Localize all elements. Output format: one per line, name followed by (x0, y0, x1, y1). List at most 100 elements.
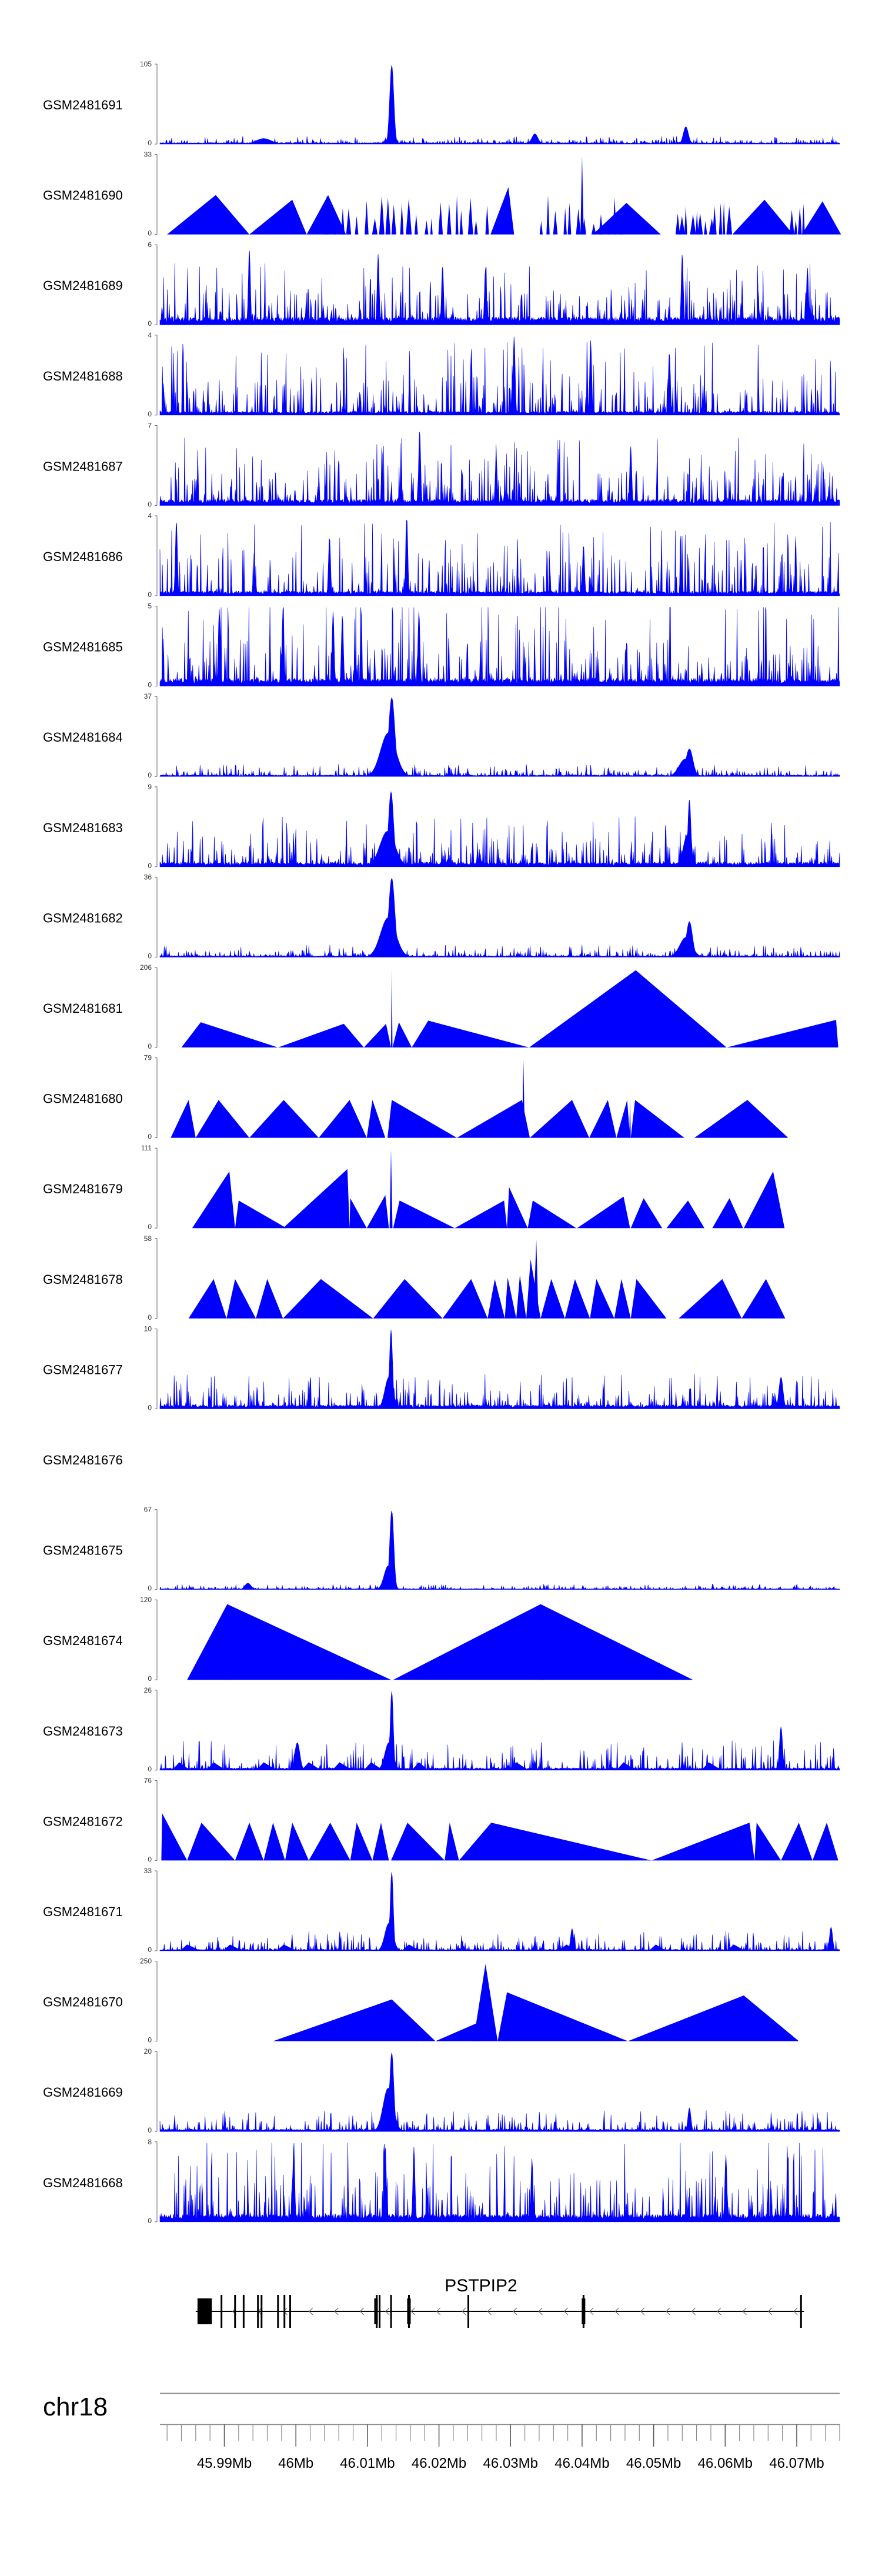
coverage-triangle (455, 1200, 507, 1229)
track-label: GSM2481674 (43, 1633, 123, 1648)
gene-model-track: PSTPIP2 (195, 2276, 804, 2328)
gene-exon (260, 2295, 263, 2328)
strand-arrow (462, 2307, 466, 2315)
track-label: GSM2481691 (43, 98, 123, 112)
track-GSM2481673: GSM2481673 26 0 (43, 1686, 840, 1773)
gene-exon (289, 2295, 291, 2328)
gene-name-label: PSTPIP2 (445, 2276, 517, 2295)
track-GSM2481691: GSM2481691 105 0 (43, 60, 840, 147)
coverage-spike (567, 202, 572, 235)
coverage-triangle (616, 1100, 630, 1138)
coverage-triangle (181, 1022, 278, 1047)
coverage-spike (722, 202, 726, 235)
y-axis-min-label: 0 (148, 952, 152, 960)
coverage-spike (704, 221, 707, 235)
coverage-triangle (652, 1823, 755, 1861)
coverage-spike (485, 205, 489, 235)
y-axis-min-label: 0 (148, 139, 152, 147)
coverage-triangle (372, 1823, 389, 1861)
gene-exon (467, 2295, 469, 2328)
coverage-triangle (442, 1279, 488, 1319)
coverage-spike (372, 218, 378, 235)
coverage-spike (406, 198, 412, 235)
track-label: GSM2481668 (43, 2175, 123, 2190)
y-axis-min-label: 0 (148, 1313, 152, 1322)
gene-exon (277, 2295, 279, 2328)
coverage-triangle (781, 1823, 813, 1861)
coverage-spike (365, 201, 369, 235)
strand-arrow (640, 2307, 645, 2315)
coverage-area (159, 607, 840, 686)
coverage-spike (802, 203, 805, 235)
coverage-spike (684, 205, 687, 235)
track-GSM2481671: GSM2481671 33 0 (43, 1867, 840, 1954)
y-axis-max-label: 206 (140, 963, 152, 972)
y-axis-max-label: 250 (140, 1957, 152, 1966)
coverage-triangle (577, 1196, 630, 1229)
coverage-triangle (629, 1098, 631, 1138)
y-axis: 33 0 (144, 1867, 158, 1954)
coverage-spike (599, 214, 603, 235)
track-label: GSM2481682 (43, 910, 123, 925)
coverage-spike (438, 202, 443, 235)
coverage-triangle (228, 1601, 230, 1680)
y-axis: 33 0 (144, 151, 158, 238)
coverage-triangle (349, 1198, 367, 1229)
coverage-triangle (679, 1279, 742, 1319)
strand-arrow (666, 2307, 670, 2315)
y-axis-max-label: 79 (144, 1054, 152, 1062)
coverage-spike (794, 219, 798, 235)
coverage-triangle (391, 969, 393, 1047)
strand-arrow (538, 2307, 543, 2315)
coverage-triangle (373, 1279, 443, 1319)
coverage-triangle (256, 1279, 283, 1319)
y-axis-max-label: 33 (144, 151, 152, 159)
coverage-area (159, 251, 840, 325)
coverage-triangle (309, 1823, 350, 1861)
strand-arrow (487, 2307, 492, 2315)
y-axis: 37 0 (144, 692, 158, 779)
strand-arrow (436, 2307, 441, 2315)
y-axis-max-label: 7 (148, 421, 152, 429)
coverage-triangle (167, 195, 250, 235)
coverage-triangle (487, 1279, 505, 1319)
coverage-spike (675, 213, 680, 235)
y-axis-min-label: 0 (148, 1403, 152, 1412)
y-axis-max-label: 58 (144, 1234, 152, 1243)
coverage-spike (580, 155, 584, 235)
axis-tick-label: 46.07Mb (769, 2455, 824, 2471)
track-label: GSM2481679 (43, 1182, 123, 1196)
track-label: GSM2481670 (43, 1995, 123, 2010)
coverage-spike (425, 220, 429, 235)
coverage-triangle (726, 1020, 838, 1047)
coverage-spike (474, 220, 478, 235)
coverage-area (159, 432, 840, 506)
gene-exon (800, 2295, 802, 2328)
y-axis-max-label: 6 (148, 241, 152, 249)
y-axis-max-label: 9 (148, 783, 152, 791)
coverage-triangle (285, 1823, 309, 1861)
y-axis-min-label: 0 (148, 2217, 152, 2225)
coverage-triangle (666, 1200, 704, 1229)
coverage-spike (612, 197, 617, 235)
y-axis: 105 0 (140, 60, 158, 147)
coverage-spike (391, 205, 396, 235)
y-axis: 70 (148, 421, 158, 508)
coverage-triangle (283, 1279, 373, 1319)
axis-tick-label: 46.03Mb (483, 2455, 538, 2471)
coverage-spike (546, 195, 550, 235)
coverage-triangle (507, 1187, 528, 1229)
y-axis-min-label: 0 (148, 1584, 152, 1593)
strand-arrow (793, 2307, 798, 2315)
track-GSM2481690: GSM2481690 33 0 (43, 151, 841, 238)
coverage-spike (459, 210, 463, 235)
coverage-spike (414, 214, 418, 235)
track-label: GSM2481671 (43, 1904, 123, 1919)
coverage-triangle (319, 1100, 367, 1138)
track-label: GSM2481689 (43, 278, 123, 293)
